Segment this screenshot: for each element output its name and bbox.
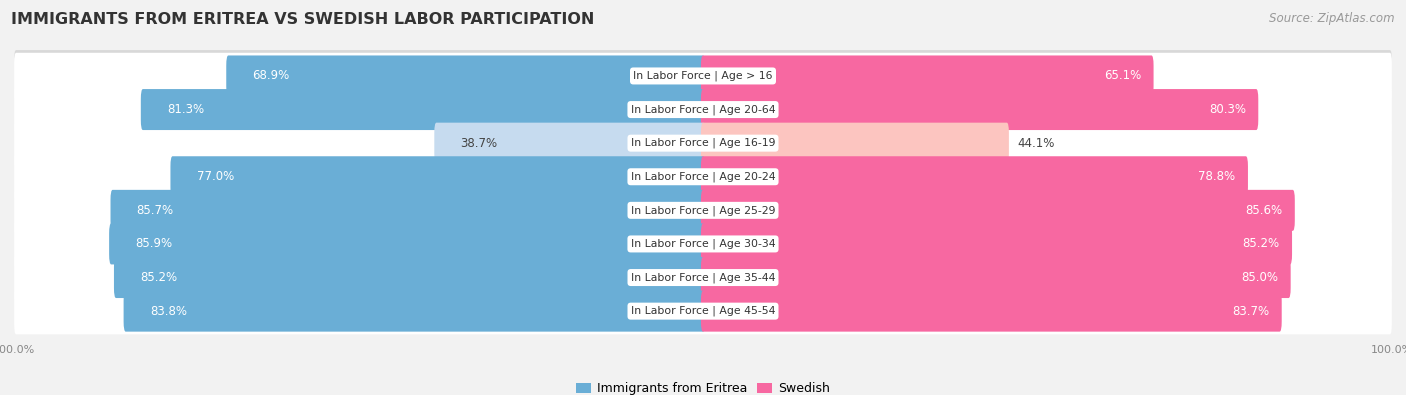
- Text: 85.0%: 85.0%: [1241, 271, 1278, 284]
- Text: 83.7%: 83.7%: [1232, 305, 1270, 318]
- FancyBboxPatch shape: [702, 123, 1010, 164]
- FancyBboxPatch shape: [702, 291, 1282, 332]
- Text: In Labor Force | Age 20-64: In Labor Force | Age 20-64: [631, 104, 775, 115]
- FancyBboxPatch shape: [14, 87, 1392, 133]
- FancyBboxPatch shape: [434, 123, 704, 164]
- Text: IMMIGRANTS FROM ERITREA VS SWEDISH LABOR PARTICIPATION: IMMIGRANTS FROM ERITREA VS SWEDISH LABOR…: [11, 12, 595, 27]
- FancyBboxPatch shape: [702, 55, 1153, 96]
- FancyBboxPatch shape: [111, 190, 704, 231]
- Legend: Immigrants from Eritrea, Swedish: Immigrants from Eritrea, Swedish: [574, 380, 832, 395]
- FancyBboxPatch shape: [124, 291, 704, 332]
- Text: 44.1%: 44.1%: [1017, 137, 1054, 150]
- FancyBboxPatch shape: [141, 89, 704, 130]
- FancyBboxPatch shape: [14, 53, 1392, 99]
- Text: 77.0%: 77.0%: [197, 170, 233, 183]
- FancyBboxPatch shape: [14, 187, 1392, 233]
- FancyBboxPatch shape: [14, 84, 1392, 130]
- FancyBboxPatch shape: [14, 254, 1392, 301]
- Text: In Labor Force | Age 20-24: In Labor Force | Age 20-24: [631, 171, 775, 182]
- FancyBboxPatch shape: [14, 252, 1392, 298]
- Text: In Labor Force | Age 35-44: In Labor Force | Age 35-44: [631, 272, 775, 283]
- FancyBboxPatch shape: [14, 288, 1392, 334]
- FancyBboxPatch shape: [110, 224, 704, 264]
- Text: 85.2%: 85.2%: [141, 271, 177, 284]
- FancyBboxPatch shape: [14, 154, 1392, 200]
- Text: 83.8%: 83.8%: [150, 305, 187, 318]
- Text: 78.8%: 78.8%: [1198, 170, 1236, 183]
- Text: 85.6%: 85.6%: [1246, 204, 1282, 217]
- Text: 85.2%: 85.2%: [1243, 237, 1279, 250]
- Text: In Labor Force | Age 30-34: In Labor Force | Age 30-34: [631, 239, 775, 249]
- FancyBboxPatch shape: [14, 117, 1392, 164]
- FancyBboxPatch shape: [702, 156, 1249, 197]
- FancyBboxPatch shape: [14, 285, 1392, 332]
- Text: 81.3%: 81.3%: [167, 103, 204, 116]
- FancyBboxPatch shape: [702, 190, 1295, 231]
- Text: 38.7%: 38.7%: [461, 137, 498, 150]
- Text: In Labor Force | Age > 16: In Labor Force | Age > 16: [633, 71, 773, 81]
- Text: 80.3%: 80.3%: [1209, 103, 1246, 116]
- FancyBboxPatch shape: [14, 120, 1392, 166]
- Text: 85.9%: 85.9%: [135, 237, 173, 250]
- FancyBboxPatch shape: [114, 257, 704, 298]
- FancyBboxPatch shape: [702, 257, 1291, 298]
- FancyBboxPatch shape: [14, 50, 1392, 96]
- FancyBboxPatch shape: [14, 184, 1392, 231]
- FancyBboxPatch shape: [14, 218, 1392, 264]
- Text: Source: ZipAtlas.com: Source: ZipAtlas.com: [1270, 12, 1395, 25]
- FancyBboxPatch shape: [170, 156, 704, 197]
- FancyBboxPatch shape: [226, 55, 704, 96]
- FancyBboxPatch shape: [702, 224, 1292, 264]
- Text: 65.1%: 65.1%: [1104, 70, 1142, 83]
- Text: In Labor Force | Age 25-29: In Labor Force | Age 25-29: [631, 205, 775, 216]
- Text: 85.7%: 85.7%: [136, 204, 174, 217]
- FancyBboxPatch shape: [702, 89, 1258, 130]
- FancyBboxPatch shape: [14, 151, 1392, 197]
- Text: In Labor Force | Age 16-19: In Labor Force | Age 16-19: [631, 138, 775, 149]
- FancyBboxPatch shape: [14, 221, 1392, 267]
- Text: In Labor Force | Age 45-54: In Labor Force | Age 45-54: [631, 306, 775, 316]
- Text: 68.9%: 68.9%: [253, 70, 290, 83]
